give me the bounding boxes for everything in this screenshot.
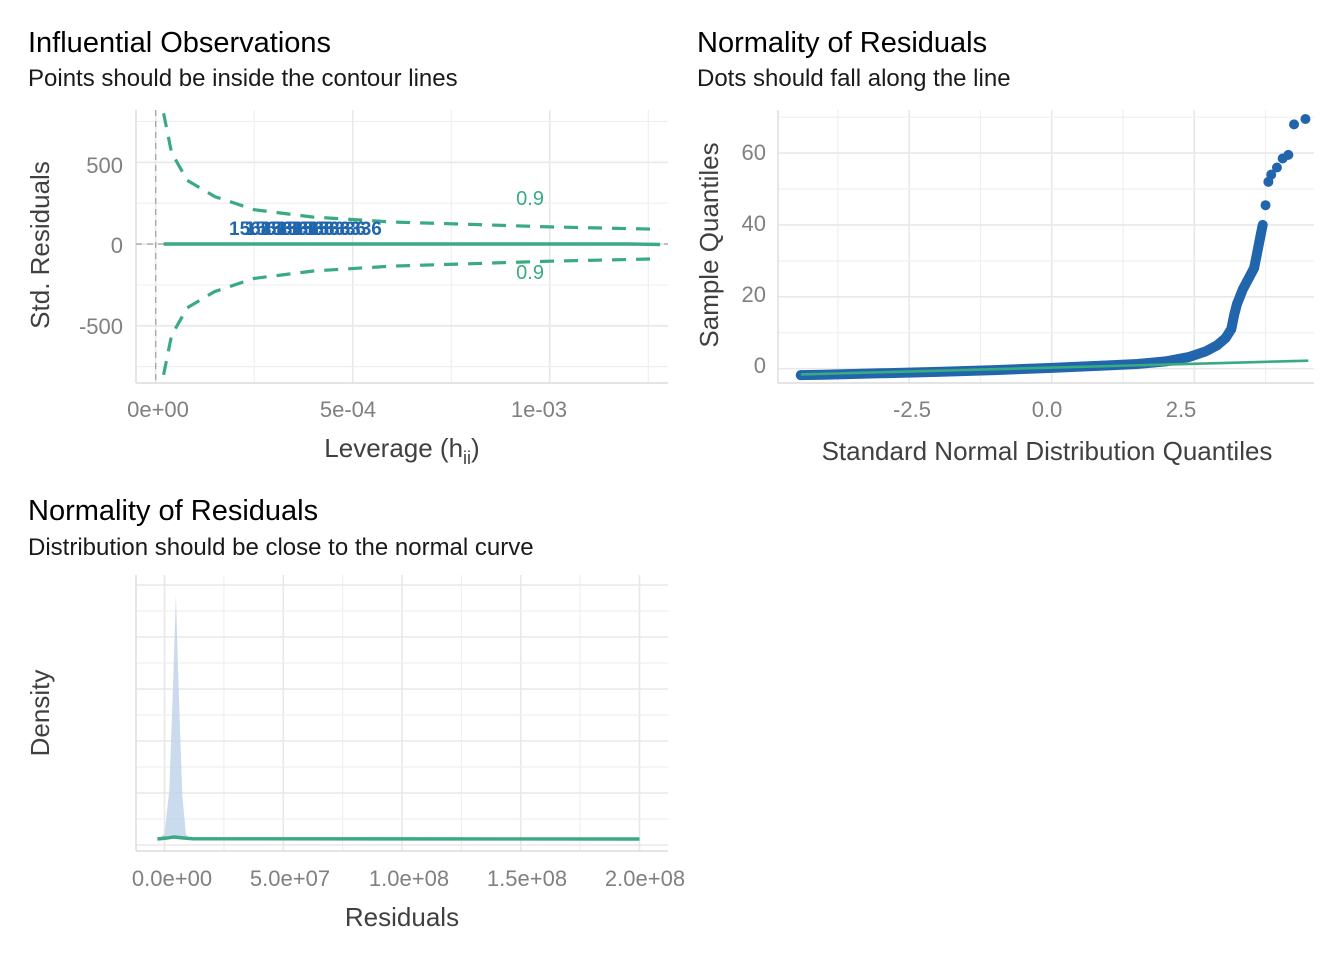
qq-x-tick-1: -2.5 [893, 397, 931, 422]
qq-y-label: Sample Quantiles [694, 142, 724, 347]
influential-panel: Influential Observations Points should b… [25, 27, 668, 468]
influential-fit-line [163, 242, 661, 247]
influential-point-label-5: 1568336 [292, 219, 366, 240]
qq-point-4 [1266, 169, 1277, 180]
qq-grid [777, 110, 1314, 384]
density-y-label: Density [25, 670, 55, 757]
qq-x-label: Standard Normal Distribution Quantiles [822, 436, 1273, 466]
qq-marks [795, 113, 1311, 381]
qq-point-5 [1271, 162, 1282, 173]
qq-y-tick-1: 0 [754, 353, 766, 378]
influential-x-tick-2: 5e-04 [320, 397, 376, 422]
influential-contour-label-1: 0.9 [516, 188, 544, 210]
influential-x-label-sub: ii [463, 448, 471, 468]
influential-contour-label-2: 0.9 [516, 262, 544, 284]
qq-point-9 [1300, 113, 1311, 124]
influential-grid [135, 110, 668, 384]
influential-y-tick-3: -500 [79, 314, 123, 339]
qq-y-tick-4: 60 [742, 140, 766, 165]
qq-y-tick-3: 40 [742, 211, 766, 236]
qq-x-tick-3: 2.5 [1166, 397, 1197, 422]
influential-x-label: Leverage (hii) [324, 433, 479, 468]
qq-point-7 [1283, 149, 1294, 160]
qq-panel: Normality of Residuals Dots should fall … [694, 27, 1314, 466]
density-grid [135, 575, 668, 852]
influential-y-tick-2: 0 [111, 233, 123, 258]
density-marks [157, 595, 640, 841]
qq-x-tick-2: 0.0 [1032, 397, 1063, 422]
qq-y-tick-2: 20 [742, 282, 766, 307]
influential-x-label-main: Leverage (h [324, 433, 463, 463]
influential-contour-line-1 [162, 112, 661, 231]
influential-x-label-tail: ) [471, 433, 480, 463]
qq-subtitle: Dots should fall along the line [697, 65, 1011, 92]
influential-point-label-3: 1568336 [261, 219, 335, 240]
density-area [157, 595, 191, 839]
density-x-label: Residuals [345, 902, 459, 932]
density-x-tick-5: 2.0e+08 [605, 866, 685, 891]
influential-point-label-6: 1568336 [308, 219, 382, 240]
qq-point-8 [1289, 119, 1300, 130]
influential-point-label-1: 1568336 [229, 219, 303, 240]
density-x-tick-2: 5.0e+07 [250, 866, 330, 891]
density-title: Normality of Residuals [28, 495, 318, 527]
qq-point-2 [1260, 200, 1271, 211]
qq-title: Normality of Residuals [697, 27, 987, 59]
influential-point-label-4: 1568336 [276, 219, 350, 240]
influential-x-tick-1: 0e+00 [127, 397, 189, 422]
density-x-tick-3: 1.0e+08 [369, 866, 449, 891]
density-normal-curve [157, 835, 640, 841]
density-panel: Normality of Residuals Distribution shou… [25, 495, 685, 932]
density-subtitle: Distribution should be close to the norm… [28, 534, 534, 561]
qq-reference-line [800, 359, 1309, 376]
density-x-tick-4: 1.5e+08 [487, 866, 567, 891]
influential-title: Influential Observations [28, 27, 331, 59]
qq-point-1 [795, 370, 806, 381]
influential-point-label-2: 1568336 [245, 219, 319, 240]
influential-y-label: Std. Residuals [25, 161, 55, 329]
influential-subtitle: Points should be inside the contour line… [28, 65, 458, 92]
influential-contour-line-2 [162, 257, 661, 376]
density-x-tick-1: 0.0e+00 [132, 866, 212, 891]
influential-x-tick-3: 1e-03 [511, 397, 567, 422]
influential-marks: 0.9 0.9 1568336156833615683361568336156833… [136, 110, 668, 383]
influential-y-tick-1: 500 [86, 153, 123, 178]
